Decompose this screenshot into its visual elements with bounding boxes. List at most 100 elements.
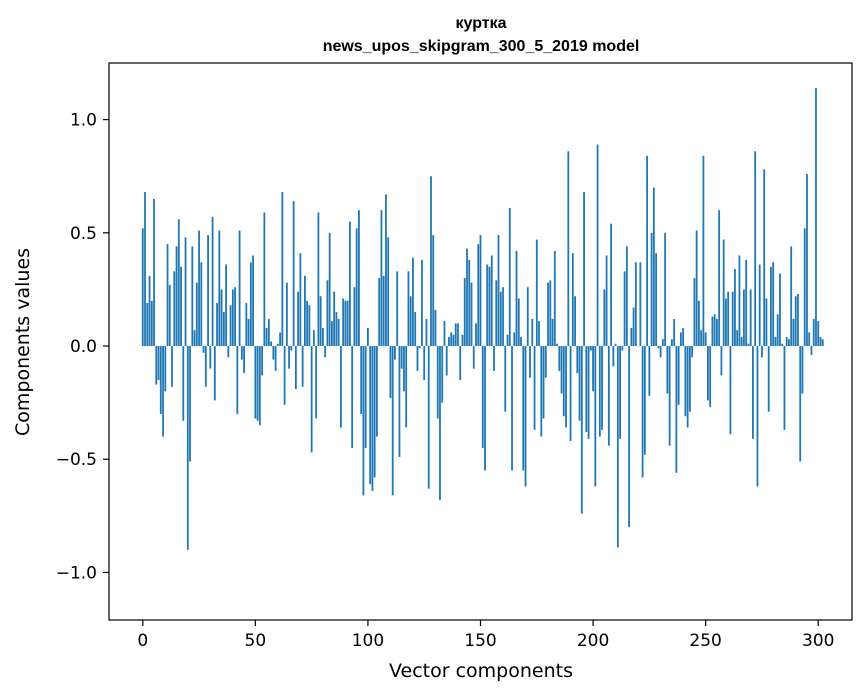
bar-33 [216, 303, 218, 347]
bar-267 [743, 289, 745, 347]
bar-291 [797, 293, 799, 347]
bar-116 [403, 346, 405, 392]
bar-68 [294, 346, 297, 390]
bar-142 [461, 334, 464, 347]
bar-36 [222, 312, 225, 347]
bar-231 [661, 339, 664, 347]
bar-3 [148, 275, 151, 347]
bar-203 [598, 346, 601, 437]
bar-207 [607, 346, 610, 446]
bar-245 [693, 278, 696, 347]
bar-250 [704, 332, 707, 347]
bar-32 [213, 346, 216, 401]
bar-34 [218, 230, 221, 347]
bar-264 [736, 330, 739, 347]
bar-52 [258, 346, 261, 426]
bar-99 [364, 346, 367, 448]
y-tick-label: −0.5 [56, 450, 97, 470]
bar-225 [648, 346, 651, 396]
bar-88 [340, 346, 342, 428]
bar-57 [270, 341, 273, 347]
bar-84 [331, 321, 333, 347]
bar-191 [571, 253, 574, 347]
bar-217 [630, 327, 633, 347]
bar-25 [198, 230, 200, 347]
bar-147 [472, 346, 475, 369]
bar-275 [761, 346, 763, 358]
bar-55 [265, 327, 268, 347]
bar-125 [423, 346, 426, 380]
bar-2 [146, 303, 149, 347]
bar-171 [526, 287, 529, 347]
bar-6 [155, 346, 158, 385]
bar-12 [168, 284, 171, 347]
bar-296 [808, 332, 811, 347]
bar-187 [562, 346, 565, 417]
bar-71 [301, 346, 304, 387]
bar-158 [497, 235, 500, 347]
y-tick-label: 1.0 [70, 111, 97, 131]
bar-31 [211, 216, 214, 347]
bar-185 [558, 346, 561, 371]
bar-59 [274, 346, 277, 371]
bar-293 [801, 346, 804, 394]
bar-15 [175, 246, 178, 347]
bar-102 [371, 346, 374, 491]
bar-155 [490, 255, 493, 347]
bar-266 [740, 336, 743, 347]
bar-235 [670, 339, 673, 347]
bars-group [141, 87, 824, 550]
bar-79 [319, 296, 322, 347]
bar-83 [328, 232, 331, 347]
bar-287 [788, 339, 790, 347]
bar-227 [652, 187, 655, 347]
bar-1 [144, 192, 146, 347]
bar-66 [290, 346, 293, 351]
bar-262 [731, 291, 734, 347]
y-axis-ticks: −1.0 −0.5 0.0 0.5 1.0 [56, 111, 109, 583]
bar-0 [141, 228, 144, 347]
bar-300 [817, 321, 820, 347]
bar-144 [466, 248, 468, 347]
bar-51 [256, 346, 259, 421]
bar-140 [457, 323, 459, 347]
bar-214 [623, 271, 626, 347]
bar-81 [324, 346, 327, 358]
bar-9 [162, 346, 164, 437]
bar-204 [601, 346, 603, 430]
bar-131 [436, 346, 439, 419]
bar-22 [191, 246, 194, 347]
bar-154 [488, 266, 491, 347]
bar-45 [243, 346, 245, 374]
bar-269 [747, 343, 750, 347]
x-axis-ticks: 0 50 100 150 200 250 300 [137, 620, 834, 651]
bar-48 [249, 262, 252, 347]
bar-28 [204, 346, 207, 387]
bar-257 [720, 346, 723, 376]
bar-113 [396, 271, 399, 347]
bar-127 [427, 346, 430, 489]
bar-77 [315, 346, 318, 419]
bar-302 [821, 339, 824, 347]
bar-133 [441, 346, 444, 403]
bar-110 [389, 346, 392, 399]
bar-260 [727, 291, 730, 347]
bar-5 [153, 198, 155, 347]
bar-61 [279, 332, 282, 347]
bar-188 [565, 346, 567, 428]
bar-143 [463, 278, 466, 347]
bar-60 [276, 343, 279, 347]
bar-53 [261, 346, 263, 376]
bar-221 [639, 262, 642, 347]
bar-112 [394, 346, 396, 360]
bar-189 [567, 151, 570, 347]
bar-156 [493, 346, 495, 371]
bar-233 [666, 346, 669, 394]
bar-82 [326, 280, 329, 347]
bar-182 [551, 318, 554, 347]
bar-17 [180, 266, 182, 347]
bar-286 [785, 336, 788, 347]
bar-64 [285, 282, 288, 347]
bar-195 [580, 346, 583, 514]
bar-284 [781, 343, 784, 347]
